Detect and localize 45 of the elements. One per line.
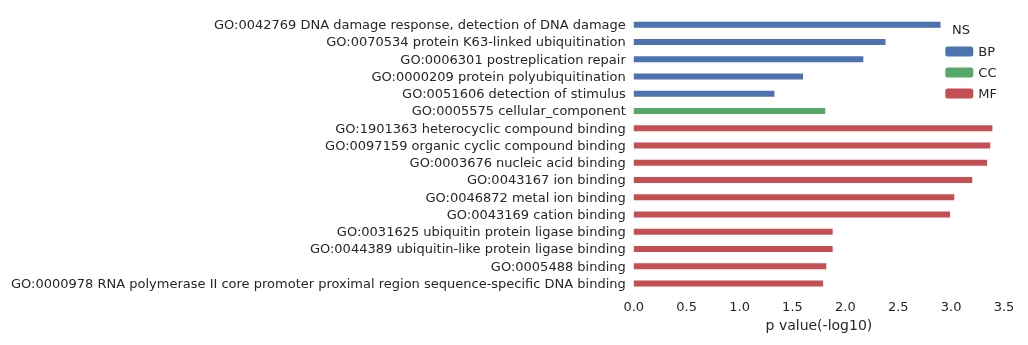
bar [633, 107, 826, 114]
bar [633, 73, 804, 80]
legend-label: CC [978, 65, 997, 80]
x-tick-label: 0.5 [676, 299, 698, 314]
x-tick-label: 3.0 [940, 299, 962, 314]
legend-label: BP [978, 44, 996, 59]
y-tick-label: GO:0044389 ubiquitin-like protein ligase binding [309, 241, 626, 257]
x-tick-label: 2.5 [887, 299, 909, 314]
y-tick-label: GO:0000978 RNA polymerase II core promoter proximal region sequence-specific DNA binding [11, 275, 626, 291]
x-tick-label: 2.0 [835, 299, 856, 314]
y-tick-label: GO:0005575 cellular_component [411, 103, 626, 119]
bar [633, 21, 941, 28]
bar [633, 211, 951, 218]
y-tick-label: GO:0031625 ubiquitin protein ligase binding [336, 224, 626, 240]
bar [633, 38, 886, 45]
bar [633, 142, 991, 149]
bar [633, 263, 827, 270]
y-tick-label: GO:0042769 DNA damage response, detection of DNA damage [213, 17, 626, 33]
bar [633, 159, 988, 166]
y-tick-label: GO:0070534 protein K63-linked ubiquitination [326, 34, 626, 50]
y-tick-label: GO:0097159 organic cyclic compound binding [325, 137, 626, 153]
bar [633, 56, 864, 63]
y-tick-label: GO:0003676 nucleic acid binding [409, 155, 626, 171]
y-tick-label: GO:0043169 cation binding [446, 206, 626, 222]
legend-title: NS [952, 22, 971, 37]
y-tick-label: GO:0051606 detection of stimulus [402, 86, 627, 102]
bar [633, 245, 833, 252]
bar [633, 194, 955, 201]
y-tick-label: GO:0046872 metal ion binding [425, 189, 626, 205]
bar [633, 176, 973, 183]
bar [633, 228, 833, 235]
x-tick-label: 1.5 [782, 299, 803, 314]
x-axis-title: p value(-log10) [765, 317, 873, 333]
y-tick-label: GO:0005488 binding [490, 258, 626, 274]
x-tick-label: 0.0 [623, 299, 645, 314]
y-tick-label: GO:1901363 heterocyclic compound binding [335, 120, 626, 136]
bar [633, 125, 993, 132]
bar [633, 90, 775, 97]
y-tick-label: GO:0000209 protein polyubiquitination [371, 68, 626, 84]
x-tick-label: 3.5 [993, 299, 1015, 314]
bar [633, 280, 824, 287]
y-tick-label: GO:0043167 ion binding [466, 172, 626, 188]
legend-label: MF [978, 86, 998, 101]
x-tick-label: 1.0 [729, 299, 750, 314]
y-tick-label: GO:0006301 postreplication repair [400, 51, 627, 67]
